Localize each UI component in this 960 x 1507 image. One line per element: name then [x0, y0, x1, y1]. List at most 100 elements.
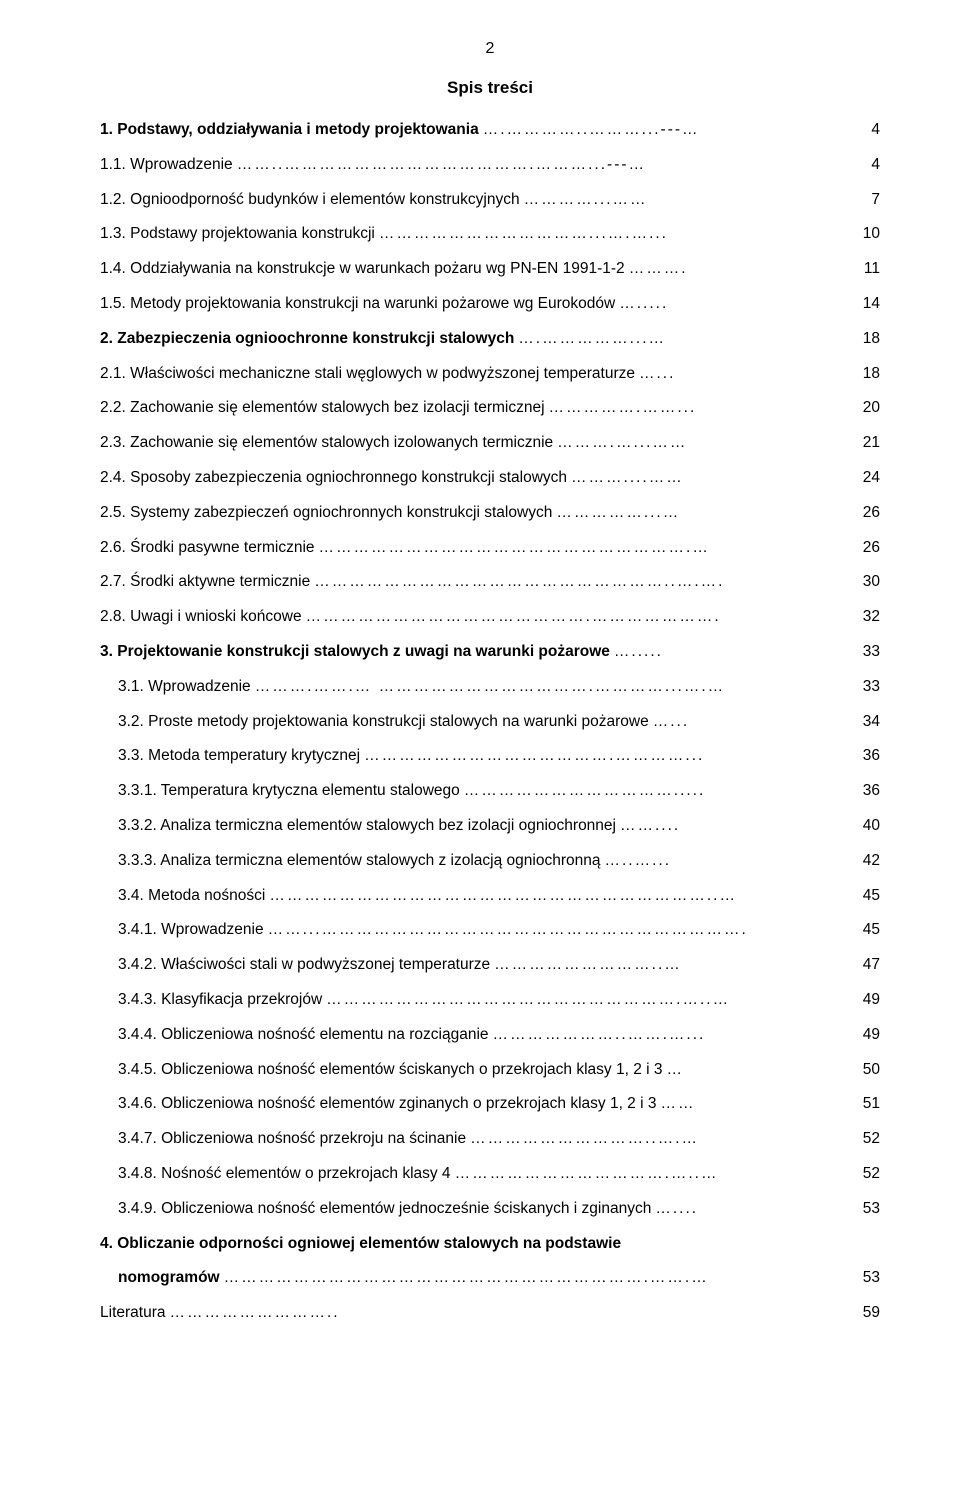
toc-entry: 3.4. Metoda nośności……………………………………………………… [100, 884, 880, 909]
toc-entry-dots: ………………………..… [490, 953, 850, 978]
toc-title: Spis treści [100, 78, 880, 98]
toc-entry-dots: … [663, 1058, 851, 1083]
toc-entry: 1.4. Oddziaływania na konstrukcje w waru… [100, 257, 880, 282]
toc-entry-dots: ….…………..………...---… [479, 118, 850, 143]
toc-entry: 3.1. Wprowadzenie……….…….… ……………………………….…… [100, 675, 880, 700]
toc-entry: 3.4.7. Obliczeniowa nośność przekroju na… [100, 1127, 880, 1152]
toc-entry-page: 4 [850, 153, 880, 178]
toc-entry-page: 14 [850, 292, 880, 317]
toc-entry-text: 2.8. Uwagi i wnioski końcowe [100, 605, 302, 630]
toc-entry-text: 2. Zabezpieczenia ognioochronne konstruk… [100, 327, 514, 352]
toc-entry: 2.5. Systemy zabezpieczeń ogniochronnych… [100, 501, 880, 526]
toc-entry-page: 36 [850, 744, 880, 769]
toc-entry-text: 2.2. Zachowanie się elementów stalowych … [100, 396, 545, 421]
toc-entry: 2. Zabezpieczenia ognioochronne konstruk… [100, 327, 880, 352]
toc-entry-page: 18 [850, 362, 880, 387]
toc-entry: 3.3.1. Temperatura krytyczna elementu st… [100, 779, 880, 804]
toc-entry-page: 53 [850, 1197, 880, 1222]
toc-entry: 3. Projektowanie konstrukcji stalowych z… [100, 640, 880, 665]
toc-entry-dots: …………………………………………………………………..… [265, 884, 850, 909]
toc-entry-text: 4. Obliczanie odporności ogniowej elemen… [100, 1232, 621, 1257]
toc-entry-page: 49 [850, 1023, 880, 1048]
toc-entry-page: 59 [850, 1301, 880, 1326]
toc-entry-text: 3.4.4. Obliczeniowa nośność elementu na … [100, 1023, 489, 1048]
toc-entry-dots: ……………………….. [165, 1301, 850, 1326]
toc-entry-text: 2.3. Zachowanie się elementów stalowych … [100, 431, 553, 456]
toc-entry: 1.3. Podstawy projektowania konstrukcji…… [100, 222, 880, 247]
toc-entry: 3.4.4. Obliczeniowa nośność elementu na … [100, 1023, 880, 1048]
toc-entry-text: 3.4.6. Obliczeniowa nośność elementów zg… [100, 1092, 656, 1117]
toc-entry: Literatura………………………..59 [100, 1301, 880, 1326]
toc-entry-text: 2.1. Właściwości mechaniczne stali węglo… [100, 362, 635, 387]
toc-entry: 3.4.5. Obliczeniowa nośność elementów śc… [100, 1058, 880, 1083]
toc-entry: 3.2. Proste metody projektowania konstru… [100, 710, 880, 735]
toc-entry-page: 40 [850, 814, 880, 839]
toc-entry-text: 3.4. Metoda nośności [100, 884, 265, 909]
toc-entry-dots: ………………………………...….…... [375, 222, 850, 247]
toc-container: 1. Podstawy, oddziaływania i metody proj… [100, 118, 880, 1326]
toc-entry: 3.3.2. Analiza termiczna elementów stalo… [100, 814, 880, 839]
toc-entry-page: 18 [850, 327, 880, 352]
toc-entry-text: 1.5. Metody projektowania konstrukcji na… [100, 292, 615, 317]
toc-entry-dots: …… [656, 1092, 850, 1117]
toc-entry-text: nomogramów [100, 1266, 220, 1291]
toc-entry: 4. Obliczanie odporności ogniowej elemen… [100, 1232, 880, 1257]
toc-entry-page: 42 [850, 849, 880, 874]
toc-entry-text: 3.3.2. Analiza termiczna elementów stalo… [100, 814, 616, 839]
toc-entry-text: 3.4.5. Obliczeniowa nośność elementów śc… [100, 1058, 663, 1083]
toc-entry-page: 47 [850, 953, 880, 978]
toc-entry-text: 3.1. Wprowadzenie [100, 675, 251, 700]
toc-entry-dots: ……………………………….…..… [451, 1162, 850, 1187]
toc-entry-text: 1.4. Oddziaływania na konstrukcje w waru… [100, 257, 625, 282]
toc-entry-text: 2.6. Środki pasywne termicznie [100, 536, 315, 561]
toc-entry: 2.8. Uwagi i wnioski końcowe………………………………… [100, 605, 880, 630]
toc-entry-text: 3.3.3. Analiza termiczna elementów stalo… [100, 849, 600, 874]
toc-entry-dots: ……...………………………………………………………………. [264, 918, 850, 943]
toc-entry-page: 52 [850, 1127, 880, 1152]
toc-entry-text: Literatura [100, 1301, 165, 1326]
toc-entry-page: 20 [850, 396, 880, 421]
toc-entry-dots: ……….…...…… [553, 431, 850, 456]
toc-entry-page: 53 [850, 1266, 880, 1291]
toc-entry-page: 11 [850, 257, 880, 282]
toc-entry-dots: …………………………..….… [466, 1127, 850, 1152]
toc-entry-dots: ……………...… [552, 501, 850, 526]
toc-entry-text: 2.7. Środki aktywne termicznie [100, 570, 310, 595]
toc-entry: 3.4.9. Obliczeniowa nośność elementów je… [100, 1197, 880, 1222]
toc-entry-text: 3.4.3. Klasyfikacja przekrojów [100, 988, 322, 1013]
toc-entry-text: 1.2. Ognioodporność budynków i elementów… [100, 188, 520, 213]
toc-entry: 1.5. Metody projektowania konstrukcji na… [100, 292, 880, 317]
toc-entry-dots: …………………………………….…………... [360, 744, 850, 769]
toc-entry-text: 3.3.1. Temperatura krytyczna elementu st… [100, 779, 460, 804]
toc-entry-page: 51 [850, 1092, 880, 1117]
toc-entry-dots: ….... [651, 1197, 850, 1222]
toc-entry-dots: …………….……... [545, 396, 850, 421]
toc-entry-page: 7 [850, 188, 880, 213]
toc-entry-page: 26 [850, 536, 880, 561]
toc-entry-dots: …………………………………………………….…..… [322, 988, 850, 1013]
toc-entry-dots: ……………………………………………………..….…. [310, 570, 850, 595]
toc-entry-dots: …..... [615, 292, 850, 317]
toc-entry-page: 10 [850, 222, 880, 247]
toc-entry-text: 3.4.2. Właściwości stali w podwyższonej … [100, 953, 490, 978]
toc-entry-page: 4 [850, 118, 880, 143]
toc-entry: 2.2. Zachowanie się elementów stalowych … [100, 396, 880, 421]
toc-entry-text: 3.2. Proste metody projektowania konstru… [100, 710, 649, 735]
toc-entry-text: 3.3. Metoda temperatury krytycznej [100, 744, 360, 769]
toc-entry-dots: ……..…………………………………….………...---… [233, 153, 850, 178]
toc-entry-text: 1. Podstawy, oddziaływania i metody proj… [100, 118, 479, 143]
toc-entry-text: 3.4.7. Obliczeniowa nośność przekroju na… [100, 1127, 466, 1152]
toc-entry: 1.2. Ognioodporność budynków i elementów… [100, 188, 880, 213]
toc-entry: 1. Podstawy, oddziaływania i metody proj… [100, 118, 880, 143]
toc-entry: 3.4.1. Wprowadzenie……...…………………………………………… [100, 918, 880, 943]
toc-entry-page: 34 [850, 710, 880, 735]
toc-entry-text: 2.5. Systemy zabezpieczeń ogniochronnych… [100, 501, 552, 526]
toc-entry-text: 3. Projektowanie konstrukcji stalowych z… [100, 640, 610, 665]
toc-entry-page: 33 [850, 675, 880, 700]
toc-entry: 3.3.3. Analiza termiczna elementów stalo… [100, 849, 880, 874]
toc-entry-page: 45 [850, 918, 880, 943]
toc-entry: 3.4.2. Właściwości stali w podwyższonej … [100, 953, 880, 978]
toc-entry-text: 3.4.9. Obliczeniowa nośność elementów je… [100, 1197, 651, 1222]
toc-entry: 2.4. Sposoby zabezpieczenia ogniochronne… [100, 466, 880, 491]
toc-entry-page: 26 [850, 501, 880, 526]
